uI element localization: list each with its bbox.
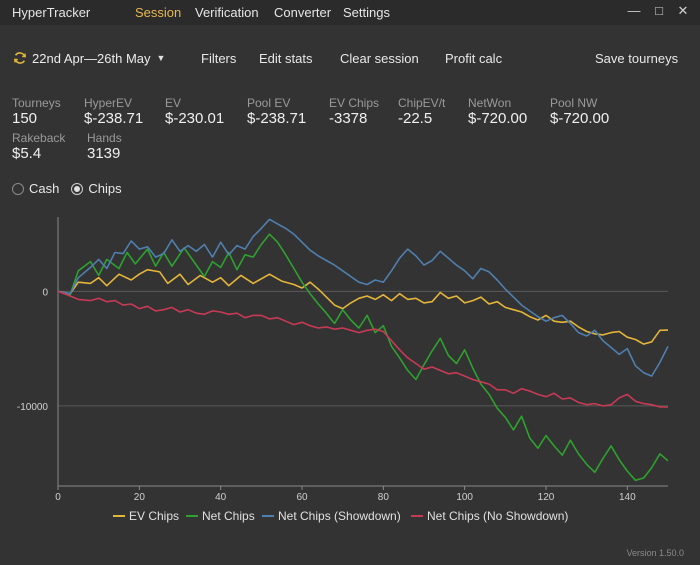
stat-label: ChipEV/t: [398, 96, 446, 110]
stat-pool-nw: Pool NW $-720.00: [550, 96, 609, 128]
menu-verification[interactable]: Verification: [195, 5, 259, 20]
menu-session[interactable]: Session: [135, 5, 182, 20]
chips-radio[interactable]: [71, 182, 84, 195]
stat-value: $-720.00: [468, 110, 528, 127]
stat-label: Pool EV: [247, 96, 291, 110]
stat-label: Rakeback: [12, 131, 66, 145]
stat-label: NetWon: [468, 96, 512, 110]
date-range-selector[interactable]: 22nd Apr—26th May ▼: [13, 49, 165, 67]
stat-hyperev: HyperEV $-238.71: [84, 96, 143, 128]
stat-value: -22.5: [398, 110, 433, 127]
stat-label: HyperEV: [84, 96, 133, 110]
series-line-net-chips-no-showdown: [57, 290, 668, 408]
stat-rakeback: Rakeback $5.4: [12, 131, 65, 163]
stat-netwon: NetWon $-720.00: [468, 96, 527, 128]
mode-selector: Cash Chips: [12, 181, 134, 196]
chips-radio-label[interactable]: Chips: [88, 181, 122, 196]
stat-tourneys: Tourneys 150: [12, 96, 61, 128]
x-tick-label: 120: [538, 492, 555, 503]
stat-value: $-238.71: [84, 110, 144, 127]
profit-calc-button[interactable]: Profit calc: [445, 51, 503, 66]
y-tick-label: -10000: [17, 402, 49, 413]
stat-label: Hands: [87, 131, 122, 145]
legend-label: Net Chips (Showdown): [278, 509, 401, 523]
stat-value: $5.4: [12, 145, 42, 162]
results-chart: 0 -10000 0 20 40 60 80 100 120 140 EV Chips Net Chi…: [17, 217, 669, 523]
close-icon[interactable]: ✕: [677, 3, 689, 18]
legend-label: Net Chips: [202, 509, 255, 523]
stat-hands: Hands 3139: [87, 131, 122, 163]
chevron-down-icon: ▼: [156, 53, 166, 63]
series-line-ev-chips: [57, 268, 669, 345]
stat-value: 3139: [87, 145, 121, 162]
stat-ev-chips: EV Chips -3378: [329, 96, 379, 128]
stat-ev: EV $-230.01: [165, 96, 224, 128]
app-title: HyperTracker: [12, 5, 91, 20]
save-tourneys-button[interactable]: Save tourneys: [595, 51, 679, 66]
y-tick-label: 0: [42, 287, 48, 298]
filters-button[interactable]: Filters: [201, 51, 237, 66]
stat-label: Tourneys: [12, 96, 61, 110]
stat-value: -3378: [329, 110, 368, 127]
series-line-net-chips-showdown: [57, 218, 669, 377]
date-range-label: 22nd Apr—26th May: [32, 50, 151, 66]
stat-label: EV: [165, 96, 182, 110]
x-tick-label: 60: [296, 492, 308, 503]
x-tick-label: 20: [134, 492, 146, 503]
x-tick-label: 140: [619, 492, 636, 503]
cash-radio[interactable]: [12, 182, 24, 195]
version-label: Version 1.50.0: [626, 548, 684, 558]
cash-radio-label[interactable]: Cash: [29, 181, 60, 196]
stat-value: 150: [12, 110, 38, 127]
title-bar: HyperTracker Session Verification Conver…: [0, 0, 700, 25]
stat-value: $-230.01: [165, 110, 225, 127]
refresh-icon[interactable]: [13, 51, 27, 65]
x-tick-label: 40: [215, 492, 227, 503]
edit-stats-button[interactable]: Edit stats: [259, 51, 313, 66]
x-tick-label: 0: [55, 492, 61, 503]
clear-session-button[interactable]: Clear session: [340, 51, 419, 66]
stat-label: EV Chips: [329, 96, 380, 110]
maximize-icon[interactable]: □: [655, 3, 663, 18]
series-line-net-chips: [57, 233, 669, 482]
stat-value: $-720.00: [550, 110, 610, 127]
stat-pool-ev: Pool EV $-238.71: [247, 96, 306, 128]
stat-chipev-per-tourney: ChipEV/t -22.5: [398, 96, 445, 128]
menu-settings[interactable]: Settings: [343, 5, 390, 20]
minimize-icon[interactable]: —: [627, 3, 641, 18]
legend-label: Net Chips (No Showdown): [427, 509, 568, 523]
menu-converter[interactable]: Converter: [274, 5, 332, 20]
stat-value: $-238.71: [247, 110, 307, 127]
x-tick-label: 80: [378, 492, 390, 503]
x-tick-label: 100: [456, 492, 473, 503]
stat-label: Pool NW: [550, 96, 598, 110]
legend-label: EV Chips: [129, 509, 179, 523]
